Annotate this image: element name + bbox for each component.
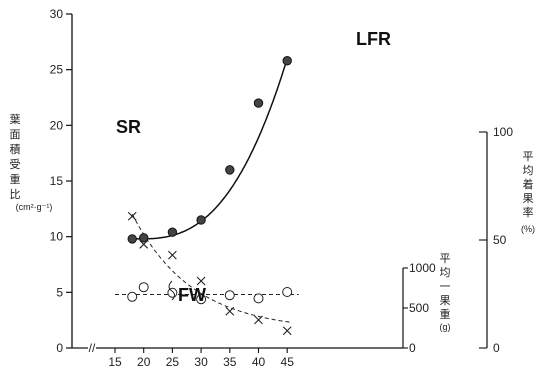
lfr-point	[167, 227, 178, 237]
left-axis-tick-label: 25	[50, 63, 64, 77]
right-axis-title-char: 着	[523, 177, 534, 191]
lfr-point	[196, 215, 206, 225]
fw-point	[253, 293, 264, 304]
right-axis-title-char: 率	[523, 205, 534, 219]
left-axis-title-char: 積	[10, 142, 21, 156]
right-axis-tick-label: 50	[493, 233, 507, 247]
lfr-point	[225, 165, 235, 175]
lfr-curve	[129, 58, 288, 240]
lfr-point	[139, 233, 149, 243]
left-axis-tick-label: 10	[50, 230, 64, 244]
x-axis-tick-label: 30	[194, 355, 208, 369]
sr-point	[254, 315, 263, 325]
fw-point	[224, 290, 235, 301]
right-axis-title-char: 平	[523, 151, 534, 163]
left-axis-tick-label: 15	[50, 174, 64, 188]
left-axis-tick-label: 0	[56, 341, 63, 355]
axes: 0 5 10 15 20 25 30 // 15 20 25 30 35 40 45 0 500 1000 0 50 1…	[50, 7, 514, 369]
left-axis-tick-label: 5	[56, 285, 63, 299]
x-axis-tick-label: 25	[166, 355, 180, 369]
left-axis-title-char: 比	[10, 188, 21, 201]
fw-series-label: FW	[178, 285, 206, 305]
x-axis-tick-label: 20	[137, 355, 151, 369]
right-axis-title-char: 均	[523, 164, 534, 177]
sr-point	[139, 239, 149, 249]
mid-axis-title-char: 均	[440, 266, 451, 279]
sr-curve	[131, 213, 291, 323]
fw-point	[127, 291, 138, 302]
right-axis-title-char: 果	[523, 192, 534, 205]
fw-point	[196, 294, 207, 305]
sr-point	[196, 276, 206, 286]
x-axis-break-mark: //	[89, 341, 96, 355]
sr-point	[225, 306, 235, 316]
fw-point	[282, 287, 293, 297]
mid-axis-tick-label: 1000	[409, 261, 436, 275]
left-axis-unit: (cm²·g⁻¹)	[16, 202, 53, 212]
left-axis-title-char: 受	[10, 158, 21, 171]
fw-point	[138, 282, 149, 293]
mid-axis-tick-label: 0	[409, 341, 416, 355]
sr-series-label: SR	[116, 117, 141, 137]
right-axis-tick-label: 0	[493, 341, 500, 355]
right-axis-tick-label: 100	[493, 125, 513, 139]
left-axis-title-char: 重	[10, 172, 21, 186]
lfr-point	[127, 234, 137, 244]
lfr-point	[282, 56, 292, 66]
x-axis-tick-label: 15	[108, 355, 122, 369]
x-axis-tick-label: 35	[223, 355, 237, 369]
lfr-series-label: LFR	[356, 29, 391, 49]
series-lines	[115, 58, 299, 323]
mid-axis-title-char: 平	[440, 253, 451, 265]
sr-point	[168, 250, 177, 260]
mid-axis-tick-label: 500	[409, 301, 429, 315]
right-axis-unit: (%)	[521, 224, 535, 234]
mid-axis-title-char: 果	[440, 294, 451, 307]
sr-point	[282, 326, 292, 336]
x-axis-tick-label: 45	[281, 355, 295, 369]
x-axis-tick-label: 40	[252, 355, 266, 369]
mid-axis-unit: (g)	[440, 322, 451, 332]
mid-axis-title-char: 一	[440, 281, 451, 293]
left-axis-title-char: 葉	[10, 112, 21, 126]
data-marks	[127, 56, 293, 336]
lfr-point	[253, 98, 264, 108]
fw-label-leader	[168, 280, 175, 301]
mid-axis-title-char: 重	[440, 307, 451, 321]
fw-point	[167, 287, 178, 298]
left-axis-tick-label: 30	[50, 7, 64, 21]
left-axis-title-char: 面	[10, 129, 21, 141]
sr-point	[127, 211, 137, 221]
left-axis-tick-label: 20	[50, 118, 64, 132]
